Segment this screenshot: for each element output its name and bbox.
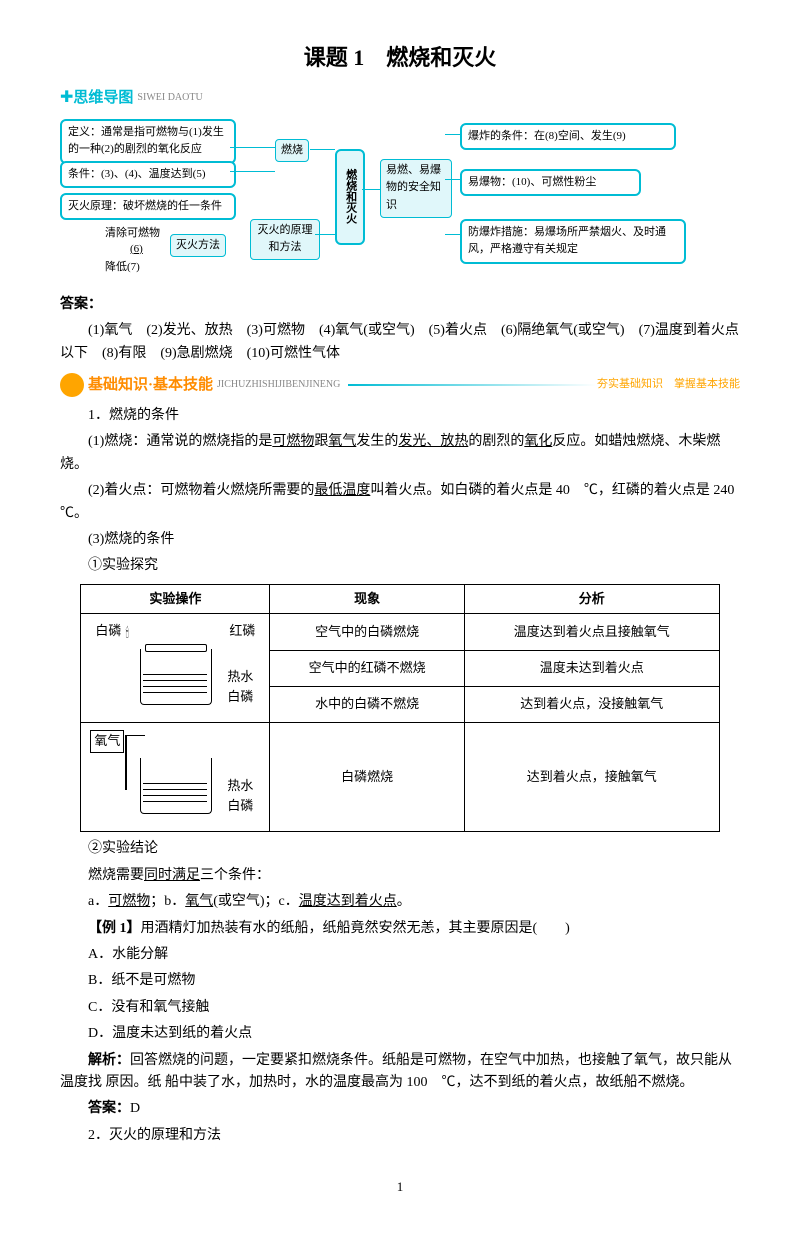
mindmap: 定义：通常是指可燃物与(1)发生的一种(2)的剧烈的氧化反应 条件：(3)、(4… bbox=[60, 119, 740, 289]
para-6: 燃烧需要同时满足三个条件： bbox=[60, 865, 740, 887]
experiment-table: 实验操作 现象 分析 白磷 红磷 🕯 热水 白磷 空气中的白磷燃烧 温度达到着火… bbox=[80, 584, 719, 833]
map-cond: 条件：(3)、(4)、温度达到(5) bbox=[60, 161, 236, 189]
page-title: 课题 1 燃烧和灭火 bbox=[60, 40, 740, 75]
map-prevent: 防爆炸措施：易爆场所严禁烟火、及时通风，严格遵守有关规定 bbox=[460, 219, 686, 264]
cross-icon: ✚ bbox=[60, 85, 73, 111]
opt-a: A．水能分解 bbox=[60, 944, 740, 966]
jichu-header: 基础知识·基本技能 JICHUZHISHIJIBENJINENG 夯实基础知识 … bbox=[60, 373, 740, 397]
map-method: 灭火方法 bbox=[170, 234, 226, 258]
answers-text: (1)氧气 (2)发光、放热 (3)可燃物 (4)氧气(或空气) (5)着火点 … bbox=[60, 320, 740, 365]
jichu-pinyin: JICHUZHISHIJIBENJINENG bbox=[217, 377, 340, 393]
divider bbox=[348, 384, 597, 386]
map-principle: 灭火原理：破坏燃烧的任一条件 bbox=[60, 193, 236, 221]
page-number: 1 bbox=[60, 1177, 740, 1198]
th-3: 分析 bbox=[464, 584, 719, 614]
r3c2: 水中的白磷不燃烧 bbox=[270, 687, 464, 723]
r2c3: 温度未达到着火点 bbox=[464, 650, 719, 686]
section-pinyin: SIWEI DAOTU bbox=[137, 90, 202, 106]
opt-d: D．温度未达到纸的着火点 bbox=[60, 1023, 740, 1045]
r2c2: 空气中的红磷不燃烧 bbox=[270, 650, 464, 686]
r1c2: 空气中的白磷燃烧 bbox=[270, 614, 464, 650]
sun-icon bbox=[60, 373, 84, 397]
example-q: 【例 1】用酒精灯加热装有水的纸船，纸船竟然安然无恙，其主要原因是( ) bbox=[60, 918, 740, 940]
r4c2: 白磷燃烧 bbox=[270, 723, 464, 832]
r3c3: 达到着火点，没接触氧气 bbox=[464, 687, 719, 723]
th-2: 现象 bbox=[270, 584, 464, 614]
map-remove: 清除可燃物 bbox=[105, 225, 160, 243]
th-1: 实验操作 bbox=[81, 584, 270, 614]
map-burn: 燃烧 bbox=[275, 139, 309, 163]
r1c3: 温度达到着火点且接触氧气 bbox=[464, 614, 719, 650]
para-2: (2)着火点：可燃物着火燃烧所需要的最低温度叫着火点。如白磷的着火点是 40 ℃… bbox=[60, 480, 740, 525]
answer: 答案：D bbox=[60, 1098, 740, 1120]
answers-label: 答案： bbox=[60, 294, 740, 316]
para-7: a．可燃物；b．氧气(或空气)；c．温度达到着火点。 bbox=[60, 891, 740, 913]
opt-c: C．没有和氧气接触 bbox=[60, 997, 740, 1019]
para-4: ①实验探究 bbox=[60, 555, 740, 577]
heading-1: 1．燃烧的条件 bbox=[60, 405, 740, 427]
section-label: 思维导图 bbox=[73, 86, 133, 110]
diagram-2: 氧气 热水 白磷 bbox=[81, 723, 270, 832]
para-1: (1)燃烧：通常说的燃烧指的是可燃物跟氧气发生的发光、放热的剧烈的氧化反应。如蜡… bbox=[60, 431, 740, 476]
map-def: 定义：通常是指可燃物与(1)发生的一种(2)的剧烈的氧化反应 bbox=[60, 119, 236, 164]
jiexi: 解析：回答燃烧的问题，一定要紧扣燃烧条件。纸船是可燃物，在空气中加热，也接触了氧… bbox=[60, 1050, 740, 1095]
map-explosive: 易爆物：(10)、可燃性粉尘 bbox=[460, 169, 641, 197]
r4c3: 达到着火点，接触氧气 bbox=[464, 723, 719, 832]
heading-2: 2．灭火的原理和方法 bbox=[60, 1125, 740, 1147]
map-safety: 易燃、易爆物的安全知识 bbox=[380, 159, 452, 218]
map-fire-method: 灭火的原理和方法 bbox=[250, 219, 320, 260]
mindmap-header: ✚ 思维导图 SIWEI DAOTU bbox=[60, 85, 740, 111]
map-explode: 爆炸的条件：在(8)空间、发生(9) bbox=[460, 123, 676, 151]
jichu-label: 基础知识·基本技能 bbox=[88, 373, 213, 397]
para-3: (3)燃烧的条件 bbox=[60, 529, 740, 551]
map-b6: (6) bbox=[130, 241, 143, 259]
para-5: ②实验结论 bbox=[60, 838, 740, 860]
opt-b: B．纸不是可燃物 bbox=[60, 970, 740, 992]
map-lower: 降低(7) bbox=[105, 259, 140, 277]
diagram-1: 白磷 红磷 🕯 热水 白磷 bbox=[81, 614, 270, 723]
jichu-right: 夯实基础知识 掌握基本技能 bbox=[597, 376, 740, 394]
map-center: 燃烧和灭火 bbox=[335, 149, 365, 245]
